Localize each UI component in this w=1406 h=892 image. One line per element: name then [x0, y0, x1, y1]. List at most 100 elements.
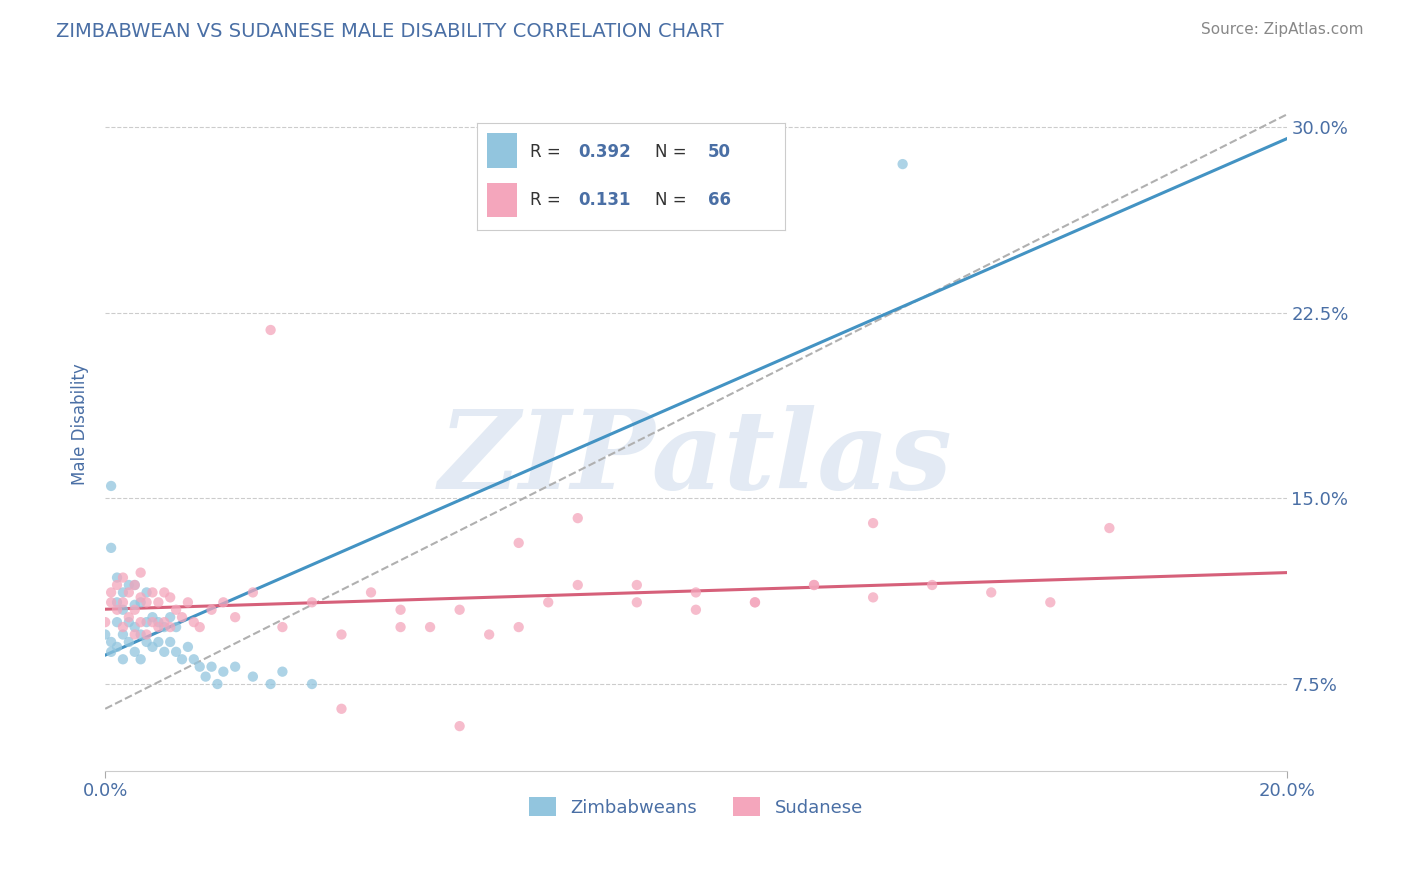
Point [135, 615, 157, 629]
Point [626, 578, 648, 592]
Point [224, 610, 246, 624]
Point [153, 585, 176, 599]
Point [188, 620, 211, 634]
Point [159, 635, 181, 649]
Point [183, 615, 205, 629]
Point [1039, 595, 1062, 609]
Point [862, 591, 884, 605]
Point [105, 603, 128, 617]
Text: Source: ZipAtlas.com: Source: ZipAtlas.com [1201, 22, 1364, 37]
Point [259, 677, 281, 691]
Point [148, 595, 170, 609]
Point [148, 620, 170, 634]
Point [259, 323, 281, 337]
Point [135, 627, 157, 641]
Point [159, 591, 181, 605]
Point [177, 640, 200, 654]
Point [118, 585, 141, 599]
Point [537, 595, 560, 609]
Point [100, 645, 122, 659]
Point [153, 620, 176, 634]
Point [153, 615, 176, 629]
Point [212, 665, 235, 679]
Point [105, 615, 128, 629]
Point [921, 578, 943, 592]
Point [141, 640, 163, 654]
Point [330, 702, 353, 716]
Point [141, 610, 163, 624]
Point [129, 615, 152, 629]
Point [118, 635, 141, 649]
Point [165, 603, 187, 617]
Point [165, 620, 187, 634]
Point [508, 620, 530, 634]
Point [271, 620, 294, 634]
Point [301, 595, 323, 609]
Point [744, 595, 766, 609]
Point [124, 645, 146, 659]
Point [803, 578, 825, 592]
Legend: Zimbabweans, Sudanese: Zimbabweans, Sudanese [522, 790, 870, 824]
Point [148, 635, 170, 649]
Point [124, 578, 146, 592]
Point [111, 620, 134, 634]
Point [891, 157, 914, 171]
Point [183, 652, 205, 666]
Point [449, 603, 471, 617]
Point [194, 670, 217, 684]
Point [478, 627, 501, 641]
Point [118, 615, 141, 629]
Point [159, 620, 181, 634]
Point [389, 620, 412, 634]
Point [207, 677, 229, 691]
Point [111, 627, 134, 641]
Point [159, 610, 181, 624]
Point [803, 578, 825, 592]
Point [685, 603, 707, 617]
Point [124, 578, 146, 592]
Point [105, 595, 128, 609]
Point [129, 627, 152, 641]
Text: ZIMBABWEAN VS SUDANESE MALE DISABILITY CORRELATION CHART: ZIMBABWEAN VS SUDANESE MALE DISABILITY C… [56, 22, 724, 41]
Point [200, 659, 222, 673]
Point [135, 585, 157, 599]
Point [100, 595, 122, 609]
Point [170, 652, 193, 666]
Point [567, 511, 589, 525]
Point [744, 595, 766, 609]
Point [94, 615, 117, 629]
Point [105, 571, 128, 585]
Point [153, 645, 176, 659]
Point [301, 677, 323, 691]
Point [1098, 521, 1121, 535]
Point [177, 595, 200, 609]
Point [200, 603, 222, 617]
Point [100, 479, 122, 493]
Point [165, 645, 187, 659]
Point [124, 598, 146, 612]
Point [135, 595, 157, 609]
Point [242, 670, 264, 684]
Point [170, 610, 193, 624]
Point [124, 620, 146, 634]
Text: ZIPatlas: ZIPatlas [439, 405, 953, 513]
Point [129, 591, 152, 605]
Point [271, 665, 294, 679]
Point [242, 585, 264, 599]
Point [141, 615, 163, 629]
Point [862, 516, 884, 530]
Point [389, 603, 412, 617]
Point [685, 585, 707, 599]
Point [100, 635, 122, 649]
Y-axis label: Male Disability: Male Disability [72, 363, 89, 485]
Point [124, 603, 146, 617]
Point [360, 585, 382, 599]
Point [100, 585, 122, 599]
Point [224, 659, 246, 673]
Point [330, 627, 353, 641]
Point [94, 627, 117, 641]
Point [124, 627, 146, 641]
Point [508, 536, 530, 550]
Point [419, 620, 441, 634]
Point [141, 585, 163, 599]
